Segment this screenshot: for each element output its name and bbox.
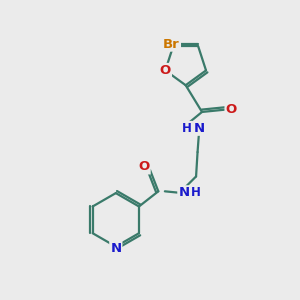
Text: N: N xyxy=(110,242,122,255)
Text: Br: Br xyxy=(163,38,180,51)
Text: H: H xyxy=(182,122,192,135)
Text: O: O xyxy=(138,160,150,173)
Text: O: O xyxy=(226,103,237,116)
Text: N: N xyxy=(178,186,189,199)
Text: H: H xyxy=(191,186,201,199)
Text: O: O xyxy=(160,64,171,77)
Text: N: N xyxy=(194,122,205,135)
